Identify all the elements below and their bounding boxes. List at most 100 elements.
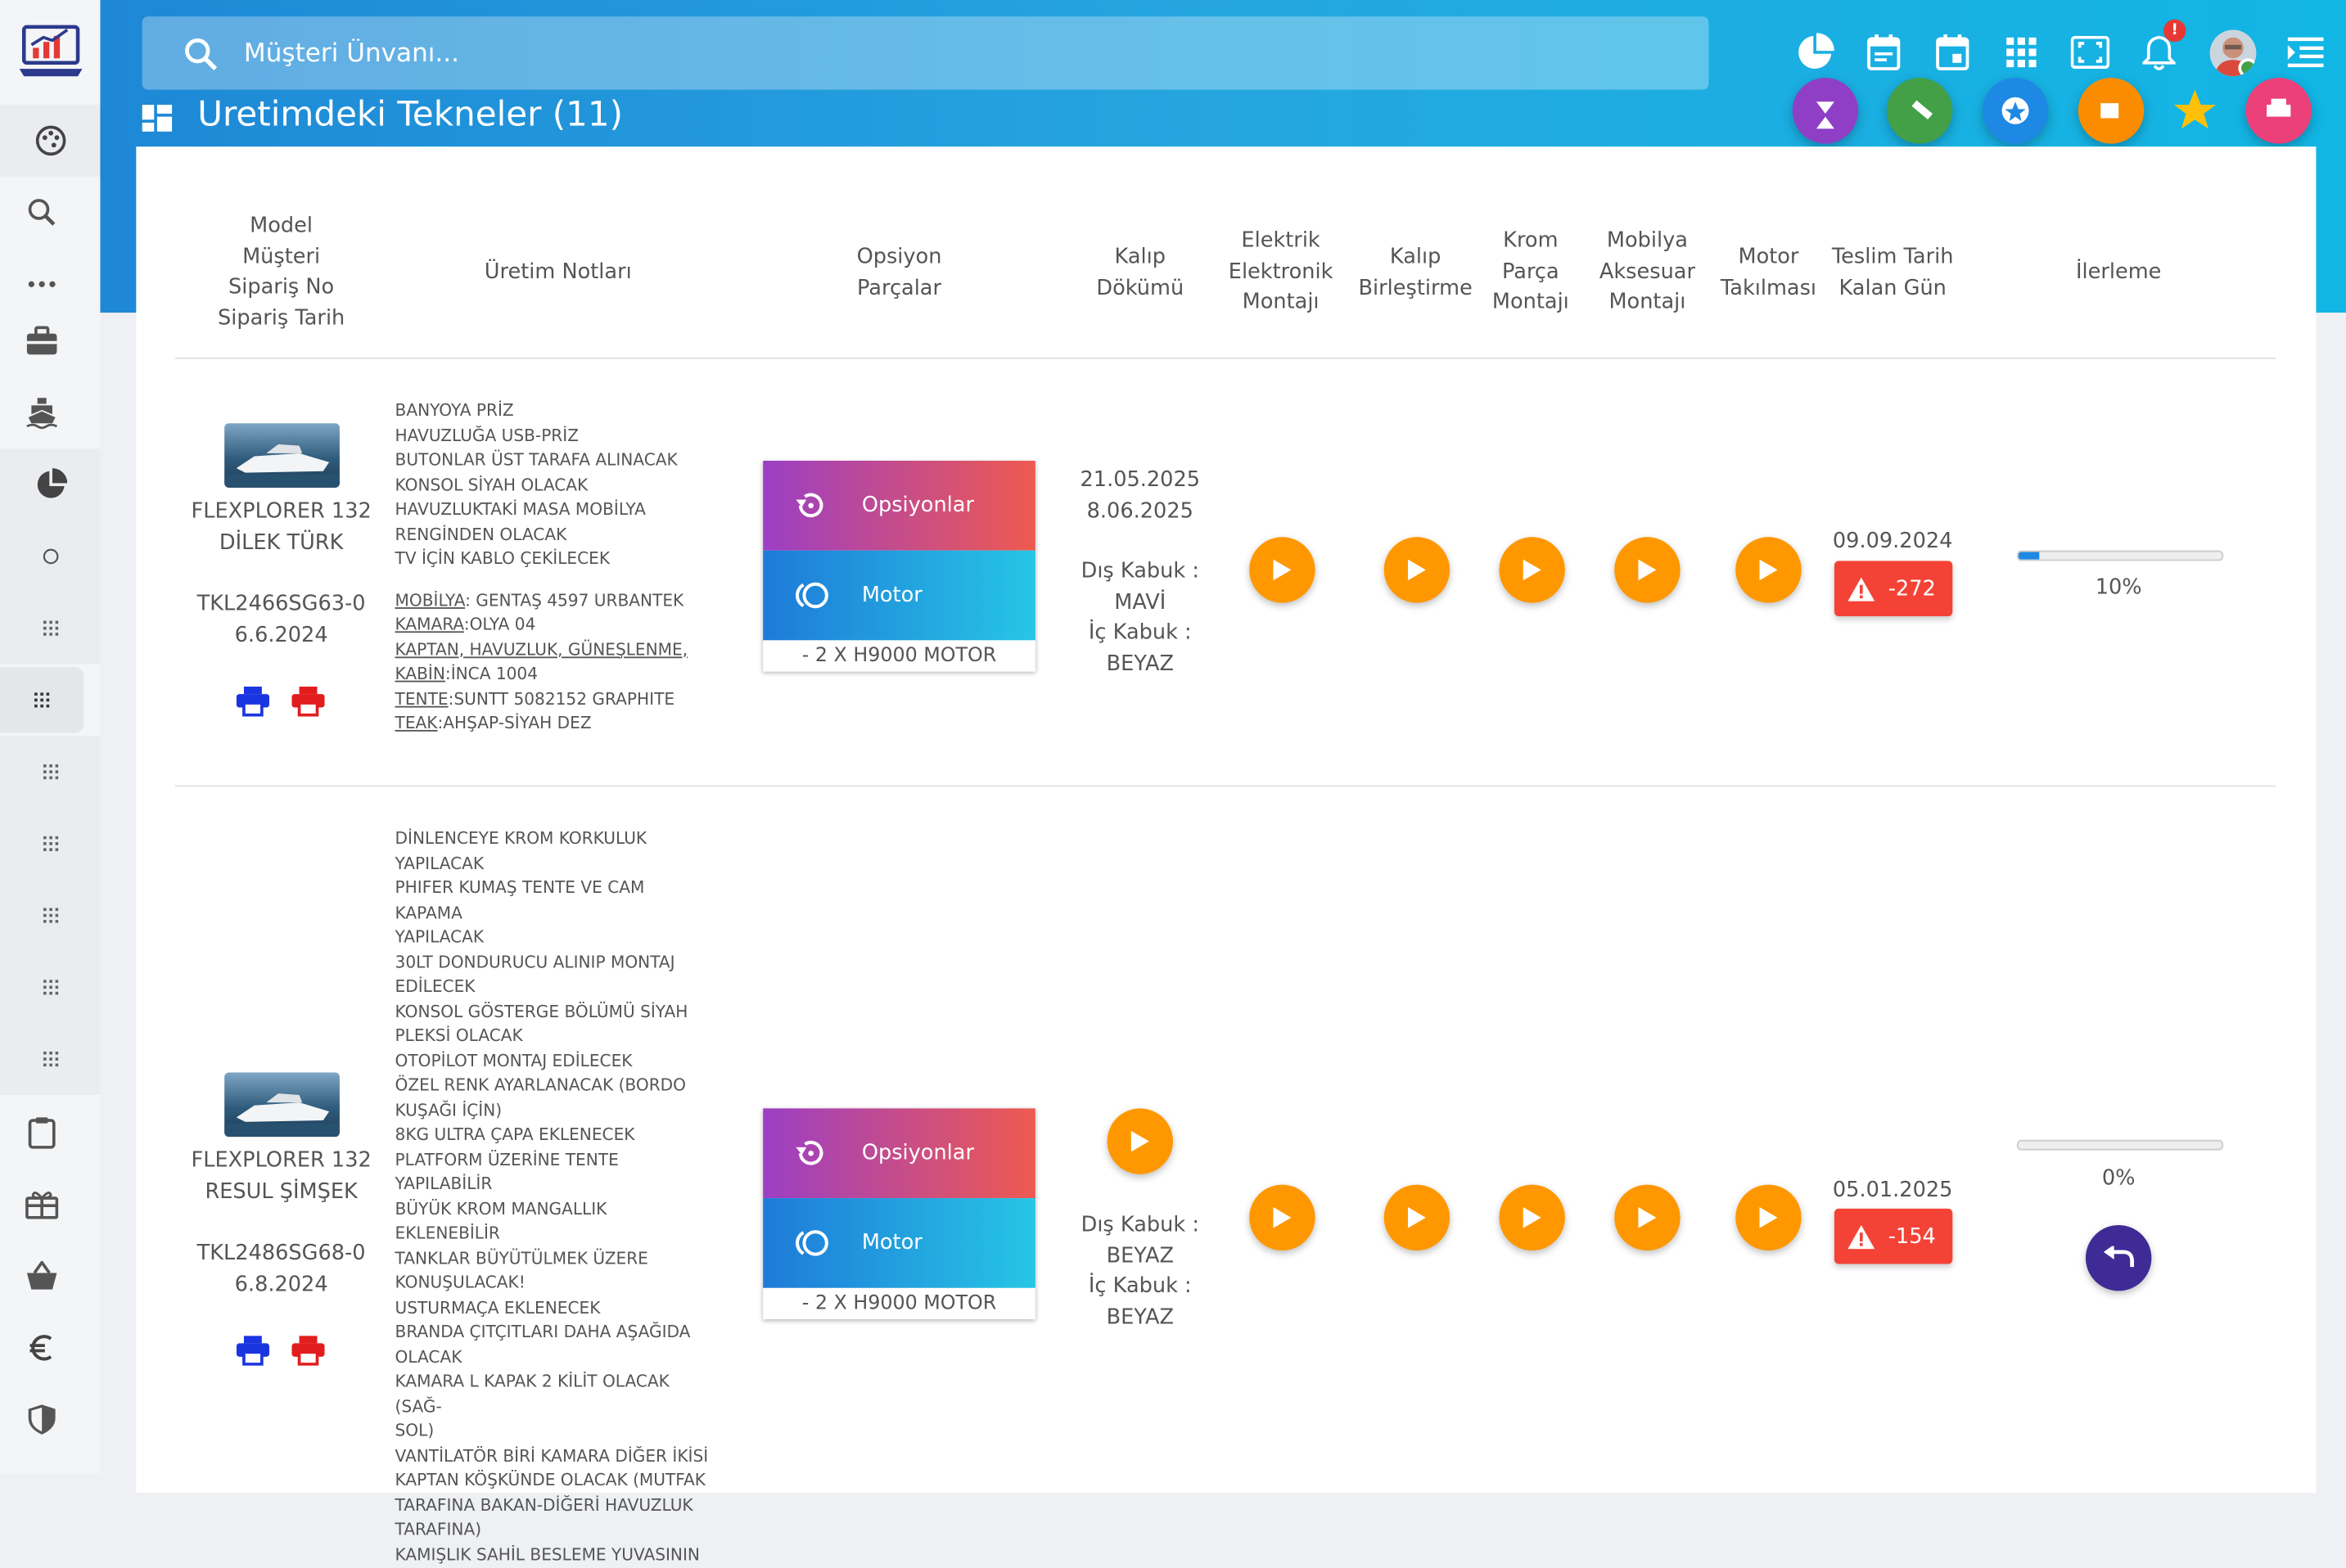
note-line: YAPILACAK xyxy=(395,853,485,873)
fab-badge-button[interactable] xyxy=(1982,78,2049,144)
undo-button[interactable] xyxy=(2085,1224,2152,1291)
topbar-calendar-button[interactable] xyxy=(1863,30,1905,75)
fab-wrench-button[interactable] xyxy=(1886,78,1953,144)
play-button[interactable] xyxy=(1614,1184,1681,1251)
sidebar-item-basket[interactable] xyxy=(0,1243,83,1309)
motor-button[interactable]: Motor xyxy=(763,1198,1035,1288)
sidebar-item-reports[interactable] xyxy=(0,448,101,521)
sidebar-item-grid-6[interactable] xyxy=(0,951,101,1024)
logo-icon[interactable] xyxy=(18,21,83,81)
play-button[interactable] xyxy=(1499,1184,1565,1251)
note-line: TV İÇİN KABLO ÇEKİLECEK xyxy=(395,548,611,569)
note-line: KONSOL SİYAH OLACAK xyxy=(395,475,589,495)
note-line: USTURMAÇA EKLENECEK xyxy=(395,1297,601,1318)
fab-hourglass-button[interactable] xyxy=(1792,78,1859,144)
sidebar-item-gift[interactable] xyxy=(0,1171,83,1237)
play-button[interactable] xyxy=(1735,1184,1802,1251)
topbar-notifications-button[interactable] xyxy=(2138,30,2180,75)
note-line: SOL) xyxy=(395,1421,435,1441)
options-button[interactable]: Opsiyonlar xyxy=(763,460,1035,551)
header-krom[interactable]: Krom Parça Montajı xyxy=(1491,228,1569,314)
sidebar-item-briefcase[interactable] xyxy=(0,309,83,374)
header-mobilya[interactable]: Mobilya Aksesuar Montajı xyxy=(1599,228,1695,314)
play-icon xyxy=(1523,1207,1541,1228)
play-icon xyxy=(1759,559,1778,581)
play-button[interactable] xyxy=(1249,537,1315,603)
topbar-reports-button[interactable] xyxy=(1794,30,1836,75)
header-kalip-dokumu[interactable]: Kalıp Dökümü xyxy=(1096,245,1184,300)
note-line: KAMARA L KAPAK 2 KİLİT OLACAK (SAĞ- xyxy=(395,1372,670,1417)
header-teslim[interactable]: Teslim Tarih Kalan Gün xyxy=(1831,245,1954,300)
sidebar-item-grid-1[interactable] xyxy=(0,592,101,665)
more-icon xyxy=(28,281,56,287)
play-button[interactable] xyxy=(1383,1184,1450,1251)
sidebar-item-grid-4[interactable] xyxy=(0,808,101,880)
header-model[interactable]: Model Müşteri Sipariş No Sipariş Tarih xyxy=(217,214,345,331)
play-button[interactable] xyxy=(1735,537,1802,603)
sidebar-item-search[interactable] xyxy=(0,179,83,245)
shield-icon xyxy=(28,1404,56,1435)
fab-thumb-button[interactable] xyxy=(2078,78,2145,144)
row-1-customer: DİLEK TÜRK xyxy=(219,530,344,556)
note-line: YAPILACAK xyxy=(395,927,485,948)
topbar-menu-toggle-button[interactable] xyxy=(2285,30,2326,75)
play-icon xyxy=(1759,1207,1778,1228)
row-2-customer: RESUL ŞİMŞEK xyxy=(205,1180,358,1205)
sidebar-item-circle[interactable] xyxy=(0,520,101,593)
header-divider xyxy=(174,357,2276,359)
progress-fill xyxy=(2018,552,2039,560)
sidebar-item-grid-5[interactable] xyxy=(0,879,101,952)
note-line: VANTİLATÖR BİRİ KAMARA DİĞER İKİSİ xyxy=(395,1445,709,1466)
note-line: DİNLENCEYE KROM KORKULUK xyxy=(395,828,647,849)
topbar-apps-button[interactable] xyxy=(2001,30,2042,75)
header-birlestirme[interactable]: Kalıp Birleştirme xyxy=(1358,245,1473,300)
avatar[interactable] xyxy=(2209,29,2257,77)
play-button[interactable] xyxy=(1499,537,1565,603)
play-button[interactable] xyxy=(1383,537,1450,603)
motor-button[interactable]: Motor xyxy=(763,550,1035,641)
sidebar-item-dashboard[interactable] xyxy=(0,104,101,177)
print-red-icon[interactable] xyxy=(291,1336,325,1366)
spec-line: MOBİLYA: GENTAŞ 4597 URBANTEK xyxy=(395,590,684,610)
boat-thumbnail[interactable] xyxy=(224,1072,340,1138)
row-1-model: FLEXPLORER 132 xyxy=(191,499,372,524)
header-elektrik[interactable]: Elektrik Elektronik Montajı xyxy=(1228,228,1333,314)
options-button[interactable]: Opsiyonlar xyxy=(763,1108,1035,1199)
print-blue-icon[interactable] xyxy=(236,1336,270,1366)
play-button[interactable] xyxy=(1249,1184,1315,1251)
row-2-kabuk-info: Dış Kabuk : BEYAZ İç Kabuk : BEYAZ xyxy=(1081,1213,1199,1330)
star-icon xyxy=(2173,89,2216,129)
row-2-progress-bar xyxy=(2016,1139,2224,1151)
kalip-play-button[interactable] xyxy=(1107,1108,1174,1174)
fab-print-button[interactable] xyxy=(2245,78,2312,144)
topbar-fullscreen-button[interactable] xyxy=(2069,30,2111,75)
header-motor[interactable]: Motor Takılması xyxy=(1720,245,1817,300)
header-ilerleme[interactable]: İlerleme xyxy=(2075,260,2162,285)
sidebar-item-grid-2[interactable] xyxy=(0,667,84,733)
search-input[interactable] xyxy=(241,36,1594,70)
row-1-notes: BANYOYA PRİZ HAVUZLUĞA USB-PRİZ BUTONLAR… xyxy=(395,399,717,737)
note-line: 8KG ULTRA ÇAPA EKLENECEK xyxy=(395,1124,635,1145)
sidebar-item-grid-3[interactable] xyxy=(0,736,101,809)
topbar-event-button[interactable] xyxy=(1932,30,1974,75)
boat-thumbnail[interactable] xyxy=(224,423,340,488)
header-notes[interactable]: Üretim Notları xyxy=(484,260,632,285)
play-icon xyxy=(1638,1207,1657,1228)
note-line: RENGİNDEN OLACAK xyxy=(395,524,567,544)
play-button[interactable] xyxy=(1614,537,1681,603)
print-red-icon[interactable] xyxy=(291,686,325,717)
sidebar-item-clipboard[interactable] xyxy=(0,1099,83,1165)
spec-line: KAMARA:OLYA 04 xyxy=(395,615,536,634)
fullscreen-icon xyxy=(2070,35,2110,70)
header-options[interactable]: Opsiyon Parçalar xyxy=(856,245,942,300)
sidebar-item-more[interactable] xyxy=(0,251,83,317)
search-bar[interactable] xyxy=(142,16,1709,90)
print-blue-icon[interactable] xyxy=(236,686,270,717)
sidebar-item-grid-7[interactable] xyxy=(0,1023,101,1095)
sidebar-item-boats[interactable] xyxy=(0,380,83,445)
row-2-order-date: 6.8.2024 xyxy=(234,1273,328,1297)
fab-star-button[interactable] xyxy=(2162,78,2227,143)
note-line: KAMIŞLIK SAHİL BESLEME YUVASININ xyxy=(395,1544,700,1564)
sidebar-item-security[interactable] xyxy=(0,1386,83,1452)
sidebar-item-euro[interactable] xyxy=(0,1315,83,1381)
